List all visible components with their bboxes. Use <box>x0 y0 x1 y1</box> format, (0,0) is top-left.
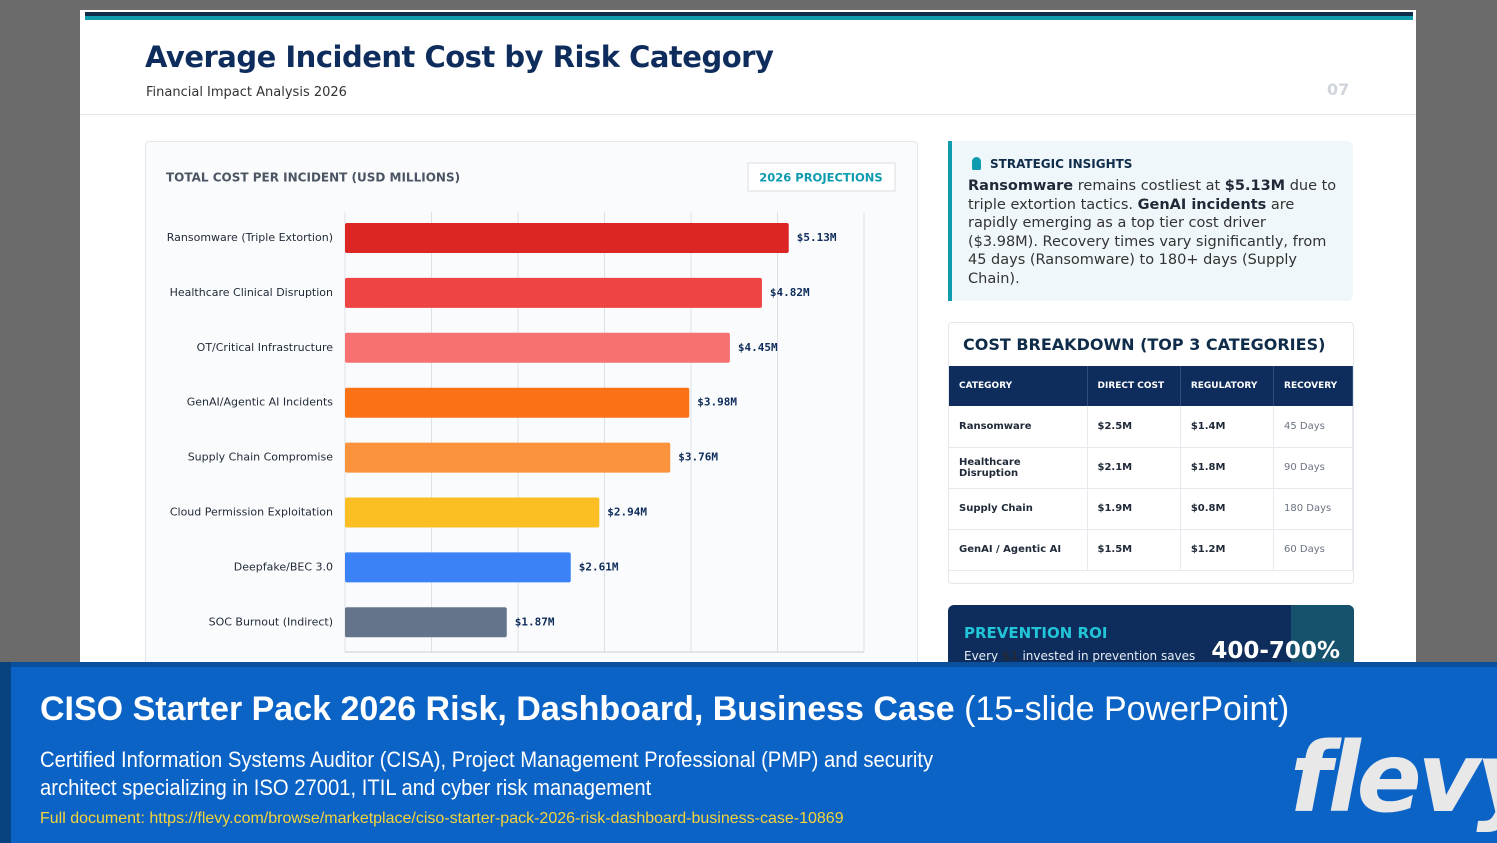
insights-box: STRATEGIC INSIGHTS Ransomware remains co… <box>948 141 1353 301</box>
badge: 2026 PROJECTIONS <box>759 171 882 185</box>
category-label: Deepfake/BEC 3.0 <box>234 560 333 573</box>
value-label: $4.82M <box>770 286 810 299</box>
page-number: 07 <box>1327 80 1350 99</box>
banner-title: CISO Starter Pack 2026 Risk, Dashboard, … <box>40 690 1289 729</box>
category-label: Cloud Permission Exploitation <box>170 506 333 519</box>
table-cell: Ransomware <box>949 406 1088 448</box>
table-row: Healthcare Disruption $2.1M $1.8M 90 Days <box>949 447 1353 489</box>
bar <box>345 552 571 583</box>
bar <box>345 497 600 528</box>
chart-title: TOTAL COST PER INCIDENT (USD MILLIONS) <box>166 171 460 185</box>
value-label: $4.45M <box>738 341 778 354</box>
insights-heading: STRATEGIC INSIGHTS <box>972 157 1337 171</box>
bar <box>345 332 730 363</box>
category-label: SOC Burnout (Indirect) <box>209 615 333 628</box>
document-link[interactable]: Full document: https://flevy.com/browse/… <box>40 810 844 827</box>
bar <box>345 223 789 253</box>
text-segment: remains costliest at <box>1073 178 1225 194</box>
column-header: CATEGORY <box>949 366 1088 406</box>
table-row: GenAI / Agentic AI $1.5M $1.2M 60 Days <box>949 529 1353 571</box>
category-label: Ransomware (Triple Extortion) <box>167 231 333 244</box>
column-header: DIRECT COST <box>1087 366 1181 406</box>
insights-text: Ransomware remains costliest at $5.13M d… <box>968 177 1337 288</box>
table-cell: $1.2M <box>1180 529 1275 571</box>
column-header: REGULATORY <box>1180 366 1275 406</box>
breakdown-card: COST BREAKDOWN (TOP 3 CATEGORIES) CATEGO… <box>948 322 1354 584</box>
roi-heading: PREVENTION ROI <box>964 624 1108 642</box>
value-label: $3.98M <box>697 396 737 409</box>
table-row: Ransomware $2.5M $1.4M 45 Days <box>949 406 1353 448</box>
category-label: Healthcare Clinical Disruption <box>170 286 333 299</box>
value-label: $5.13M <box>797 231 837 244</box>
banner-edge <box>0 662 11 843</box>
text-segment: GenAI incidents <box>1137 196 1267 213</box>
value-label: $2.94M <box>607 506 647 519</box>
breakdown-table: CATEGORY DIRECT COST REGULATORY RECOVERY Ran… <box>949 366 1353 571</box>
table-cell: Healthcare Disruption <box>949 447 1088 489</box>
banner-title-main: CISO Starter Pack 2026 Risk, Dashboard, … <box>40 690 955 728</box>
separator <box>80 114 1416 115</box>
roi-value: 400-700% <box>1211 638 1340 664</box>
bar <box>345 442 671 473</box>
chart: TOTAL COST PER INCIDENT (USD MILLIONS) 20… <box>166 162 896 674</box>
bar <box>345 277 762 308</box>
header-row: CATEGORY DIRECT COST REGULATORY RECOVERY <box>949 366 1353 406</box>
banner <box>0 662 1497 843</box>
category-label: GenAI/Agentic AI Incidents <box>187 396 334 409</box>
breakdown-heading: COST BREAKDOWN (TOP 3 CATEGORIES) <box>963 335 1326 354</box>
table-cell: $2.1M <box>1087 447 1181 489</box>
table-cell: $0.8M <box>1180 488 1275 530</box>
top-stripe <box>85 12 1413 16</box>
banner-top <box>0 662 1497 667</box>
table-cell: Supply Chain <box>949 488 1088 530</box>
bar <box>345 387 690 418</box>
slide-subtitle: Financial Impact Analysis 2026 <box>146 85 347 100</box>
text-segment: Every <box>964 649 1002 663</box>
table-cell: 60 Days <box>1273 529 1353 571</box>
table-cell: $1.4M <box>1180 406 1275 448</box>
table-cell: $2.5M <box>1087 406 1181 448</box>
value-label: $1.87M <box>515 615 555 628</box>
table-cell: 180 Days <box>1273 488 1353 530</box>
category-label: Supply Chain Compromise <box>188 451 334 464</box>
slide-title: Average Incident Cost by Risk Category <box>145 40 774 74</box>
table-cell: $1.8M <box>1180 447 1275 489</box>
table-cell: 45 Days <box>1273 406 1353 448</box>
table-cell: $1.9M <box>1087 488 1181 530</box>
table-cell: $1.5M <box>1087 529 1181 571</box>
text-segment: $1 <box>1001 649 1019 663</box>
value-label: $3.76M <box>678 451 718 464</box>
top-stripe-accent <box>85 16 1413 20</box>
roi-text: Every $1 invested in prevention saves <box>964 649 1195 663</box>
text-segment: invested in prevention saves <box>1018 649 1196 663</box>
table-body: Ransomware $2.5M $1.4M 45 Days Healthcare Di… <box>949 406 1353 571</box>
table-cell: GenAI / Agentic AI <box>949 529 1088 571</box>
table-row: Supply Chain $1.9M $0.8M 180 Days <box>949 488 1353 530</box>
banner-title-suffix: (15-slide PowerPoint) <box>964 690 1290 728</box>
badge-box <box>747 162 896 192</box>
column-header: RECOVERY <box>1273 366 1353 406</box>
text-segment: due to triple extortion tactics. <box>968 178 1337 213</box>
banner-description: Certified Information Systems Auditor (C… <box>40 747 934 800</box>
value-label: $2.61M <box>579 560 619 573</box>
text-segment: Ransomware <box>968 178 1074 194</box>
bar <box>345 607 507 638</box>
text-segment: $5.13M <box>1224 178 1286 194</box>
text-segment: are rapidly emerging as a top tier cost … <box>968 196 1327 287</box>
logo[interactable]: flevy <box>1290 722 1497 834</box>
table-cell: 90 Days <box>1273 447 1353 489</box>
category-label: OT/Critical Infrastructure <box>197 341 334 354</box>
